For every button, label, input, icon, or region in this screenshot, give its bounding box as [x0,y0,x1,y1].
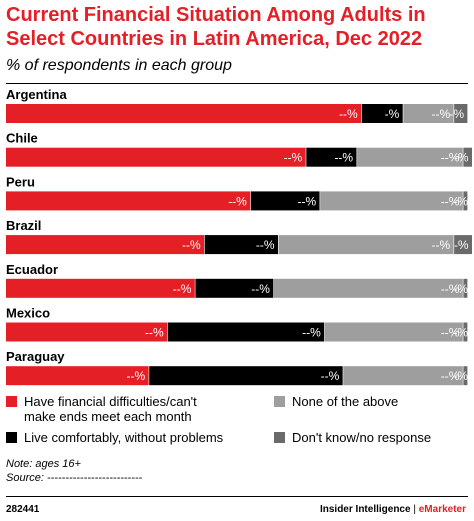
chart-title: Current Financial Situation Among Adults… [6,4,426,50]
bar-peru-comfortable [250,191,320,211]
bar-chile-difficulties [6,147,306,167]
chart-subtitle: % of respondents in each group [6,57,232,74]
bar-ecuador-difficulties [6,278,195,298]
legend-label-comfortable: Live comfortably, without problems [24,430,224,445]
data-label-ecuador-comfortable: --% [251,282,270,296]
data-label-chile-dont-know: -% [454,151,469,165]
bar-brazil-difficulties [6,235,205,255]
bar-paraguay-comfortable [149,366,343,386]
top-divider [6,83,468,84]
data-label-ecuador-difficulties: --% [173,282,192,296]
bar-chile-comfortable [306,147,357,167]
bar-brazil-none [278,235,454,255]
note-text: Note: ages 16+ [6,458,81,470]
bar-paraguay-none [343,366,463,386]
category-label-paraguay: Paraguay [6,349,65,364]
data-label-argentina-comfortable: -% [385,107,400,121]
footer-brand: Insider Intelligence | eMarketer [320,504,466,515]
legend-swatch-comfortable [6,432,17,443]
legend-label-difficulties: Have financial difficulties/can't make e… [24,394,197,424]
data-label-chile-none: --% [441,151,460,165]
category-label-brazil: Brazil [6,218,41,233]
footer-brand-insider: Insider Intelligence [319,504,411,515]
legend-swatch-dont-know [274,432,285,443]
category-label-chile: Chile [6,131,38,146]
data-label-peru-dont-know: -% [453,194,468,208]
bar-brazil-dont-know [454,235,473,255]
data-label-paraguay-dont-know: -% [453,369,468,383]
data-label-argentina-none: --% [431,107,450,121]
bar-mexico-comfortable [167,322,325,342]
chart-id: 282441 [6,504,40,515]
bar-mexico-difficulties [6,322,168,342]
data-label-paraguay-comfortable: --% [321,369,340,383]
data-label-brazil-comfortable: --% [256,238,275,252]
bar-peru-difficulties [6,191,251,211]
bar-argentina-comfortable [361,104,403,123]
bar-mexico-dont-know [463,322,468,342]
data-label-ecuador-dont-know: -% [453,282,468,296]
stacked-bar-chart: Argentina--% -% --% -%Chile--% --% --%-%Peru-… [6,87,473,386]
bar-ecuador-comfortable [195,278,274,298]
bar-chile-none [357,147,463,167]
data-label-paraguay-difficulties: --% [127,369,146,383]
data-label-mexico-none: --% [441,326,460,340]
data-label-chile-comfortable: --% [334,151,353,165]
footer-brand-emarketer: eMarketer [418,504,466,515]
data-label-chile-difficulties: --% [284,151,303,165]
bar-brazil-comfortable [204,235,278,255]
data-label-ecuador-none: --% [441,282,460,296]
data-label-peru-none: --% [441,194,460,208]
legend-label-difficulties-line2: make ends meet each month [24,409,192,424]
legend-label-dont-know: Don't know/no response [292,430,432,445]
bar-paraguay-difficulties [6,366,149,386]
data-label-peru-comfortable: --% [297,194,316,208]
data-label-brazil-difficulties: --% [182,238,201,252]
data-label-peru-difficulties: --% [228,194,247,208]
source-text: Source: -------------------------- [6,472,143,484]
data-label-mexico-comfortable: --% [302,326,321,340]
bar-chile-dont-know [463,147,473,167]
category-label-mexico: Mexico [6,306,50,321]
bottom-divider [6,496,468,497]
bar-paraguay-dont-know [463,366,468,386]
category-label-peru: Peru [6,174,35,189]
category-label-argentina: Argentina [6,87,67,102]
data-label-mexico-dont-know: -% [453,326,468,340]
bar-peru-none [320,191,463,211]
data-label-brazil-dont-know: -% [454,238,469,252]
bar-ecuador-dont-know [463,278,468,298]
bar-argentina-difficulties [6,104,362,123]
data-label-argentina-dont-know: -% [449,107,464,121]
data-label-brazil-none: --% [431,238,450,252]
bar-argentina-none [403,104,454,123]
legend-swatch-difficulties [6,396,17,407]
bar-peru-dont-know [463,191,468,211]
legend-swatch-none [274,396,285,407]
data-label-mexico-difficulties: --% [145,326,164,340]
bar-argentina-dont-know [454,104,468,123]
data-label-paraguay-none: --% [441,369,460,383]
data-label-argentina-difficulties: --% [339,107,358,121]
bar-mexico-none [324,322,463,342]
bar-ecuador-none [273,278,463,298]
category-label-ecuador: Ecuador [6,262,58,277]
footer-brand-separator: | [413,504,416,515]
legend-label-none: None of the above [292,394,399,409]
legend-label-difficulties-line1: Have financial difficulties/can't [24,394,197,409]
